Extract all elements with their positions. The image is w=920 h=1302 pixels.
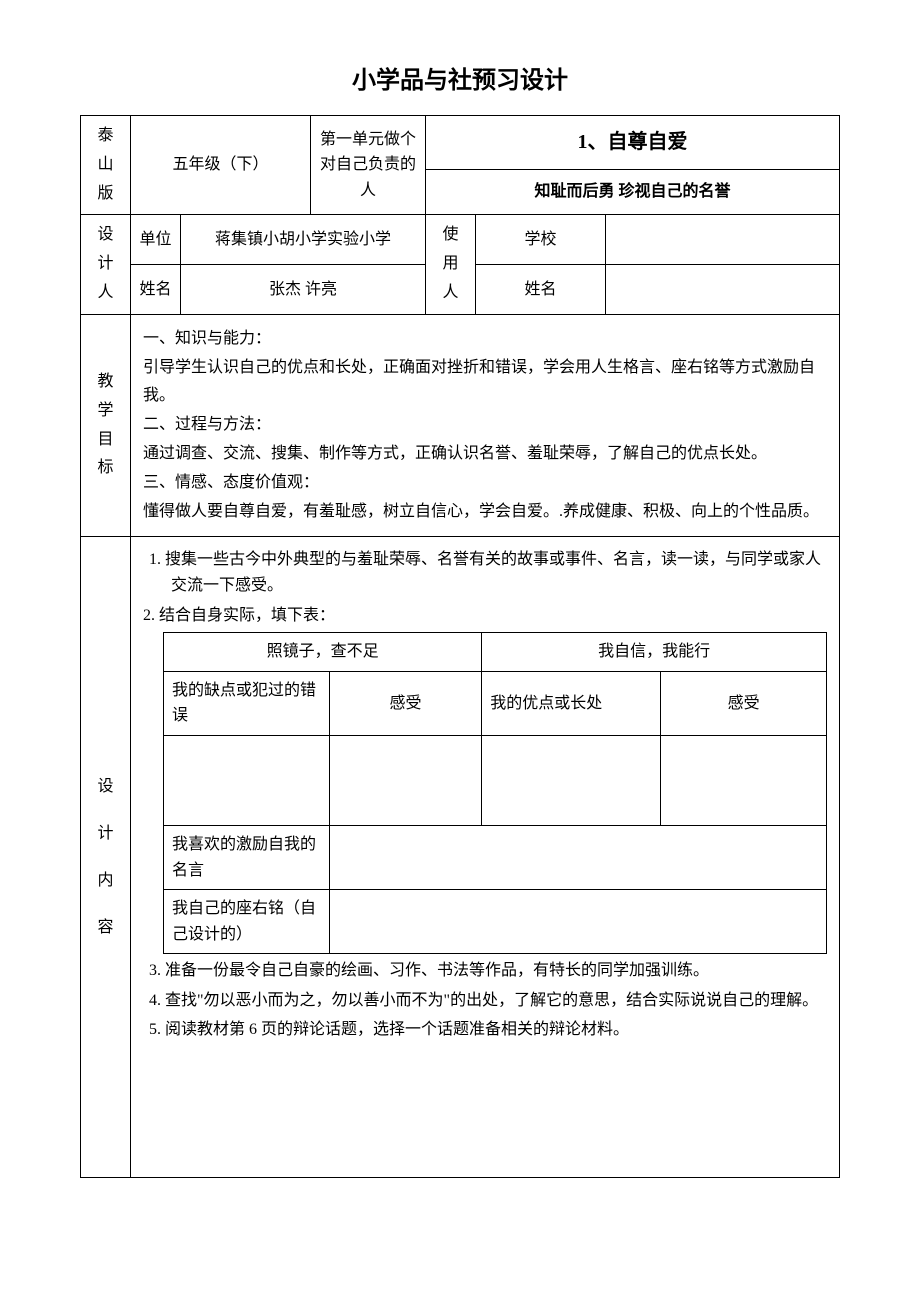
edition-text: 泰山版 — [89, 122, 122, 208]
inner-header-right: 我自信，我能行 — [482, 633, 827, 672]
page-title: 小学品与社预习设计 — [80, 60, 840, 95]
inner-blank2 — [329, 735, 481, 825]
inner-quote-value — [329, 825, 826, 889]
goal-section1-text: 引导学生认识自己的优点和长处，正确面对挫折和错误，学会用人生格言、座右铭等方式激… — [143, 354, 827, 412]
inner-motto-value — [329, 890, 826, 954]
goals-content: 一、知识与能力： 引导学生认识自己的优点和长处，正确面对挫折和错误，学会用人生格… — [131, 314, 840, 537]
goals-label-cell: 教学目标 — [81, 314, 131, 537]
inner-col2: 感受 — [329, 671, 481, 735]
content-label-cell: 设计内容 — [81, 537, 131, 1178]
inner-blank4 — [661, 735, 827, 825]
content-item1: 1. 搜集一些古今中外典型的与羞耻荣辱、名誉有关的故事或事件、名言，读一读，与同… — [143, 547, 827, 598]
inner-blank1 — [164, 735, 330, 825]
inner-table: 照镜子，查不足 我自信，我能行 我的缺点或犯过的错误 感受 我的优点或长处 感受… — [163, 632, 827, 954]
name-label: 姓名 — [131, 265, 181, 315]
name-value: 张杰 许亮 — [181, 265, 426, 315]
goal-section3-text: 懂得做人要自尊自爱，有羞耻感，树立自信心，学会自爱。.养成健康、积极、向上的个性… — [143, 498, 827, 527]
inner-col3: 我的优点或长处 — [482, 671, 661, 735]
inner-header-left: 照镜子，查不足 — [164, 633, 482, 672]
content-item4: 4. 查找"勿以恶小而为之，勿以善小而不为"的出处，了解它的意思，结合实际说说自… — [143, 988, 827, 1014]
content-item5: 5. 阅读教材第 6 页的辩论话题，选择一个话题准备相关的辩论材料。 — [143, 1017, 827, 1043]
goal-section3-title: 三、情感、态度价值观： — [143, 469, 827, 498]
unit-label: 单位 — [131, 215, 181, 265]
school-label: 学校 — [476, 215, 606, 265]
unit-cell: 第一单元做个对自己负责的人 — [311, 116, 426, 215]
user-name-value — [606, 265, 840, 315]
inner-blank3 — [482, 735, 661, 825]
lesson-title: 1、自尊自爱 — [426, 116, 840, 170]
main-table: 泰山版 五年级（下） 第一单元做个对自己负责的人 1、自尊自爱 知耻而后勇 珍视… — [80, 115, 840, 1178]
content-body: 1. 搜集一些古今中外典型的与羞耻荣辱、名誉有关的故事或事件、名言，读一读，与同… — [131, 537, 840, 1178]
unit-value: 蒋集镇小胡小学实验小学 — [181, 215, 426, 265]
edition-cell: 泰山版 — [81, 116, 131, 215]
lesson-subtitle: 知耻而后勇 珍视自己的名誉 — [426, 169, 840, 215]
designer-role-text: 设计人 — [89, 221, 122, 307]
goal-section1-title: 一、知识与能力： — [143, 325, 827, 354]
user-name-label: 姓名 — [476, 265, 606, 315]
goals-label-text: 教学目标 — [81, 368, 130, 483]
content-item3: 3. 准备一份最令自己自豪的绘画、习作、书法等作品，有特长的同学加强训练。 — [143, 958, 827, 984]
designer-role-cell: 设计人 — [81, 215, 131, 314]
inner-col4: 感受 — [661, 671, 827, 735]
user-label-text: 使用人 — [434, 221, 467, 307]
content-item2: 2. 结合自身实际，填下表： — [143, 603, 827, 629]
grade-cell: 五年级（下） — [131, 116, 311, 215]
goal-section2-title: 二、过程与方法： — [143, 411, 827, 440]
inner-col1: 我的缺点或犯过的错误 — [164, 671, 330, 735]
inner-motto-label: 我自己的座右铭（自己设计的） — [164, 890, 330, 954]
content-label-text: 设计内容 — [81, 763, 130, 952]
goal-section2-text: 通过调查、交流、搜集、制作等方式，正确认识名誉、羞耻荣辱，了解自己的优点长处。 — [143, 440, 827, 469]
user-label-cell: 使用人 — [426, 215, 476, 314]
inner-quote-label: 我喜欢的激励自我的名言 — [164, 825, 330, 889]
school-value — [606, 215, 840, 265]
